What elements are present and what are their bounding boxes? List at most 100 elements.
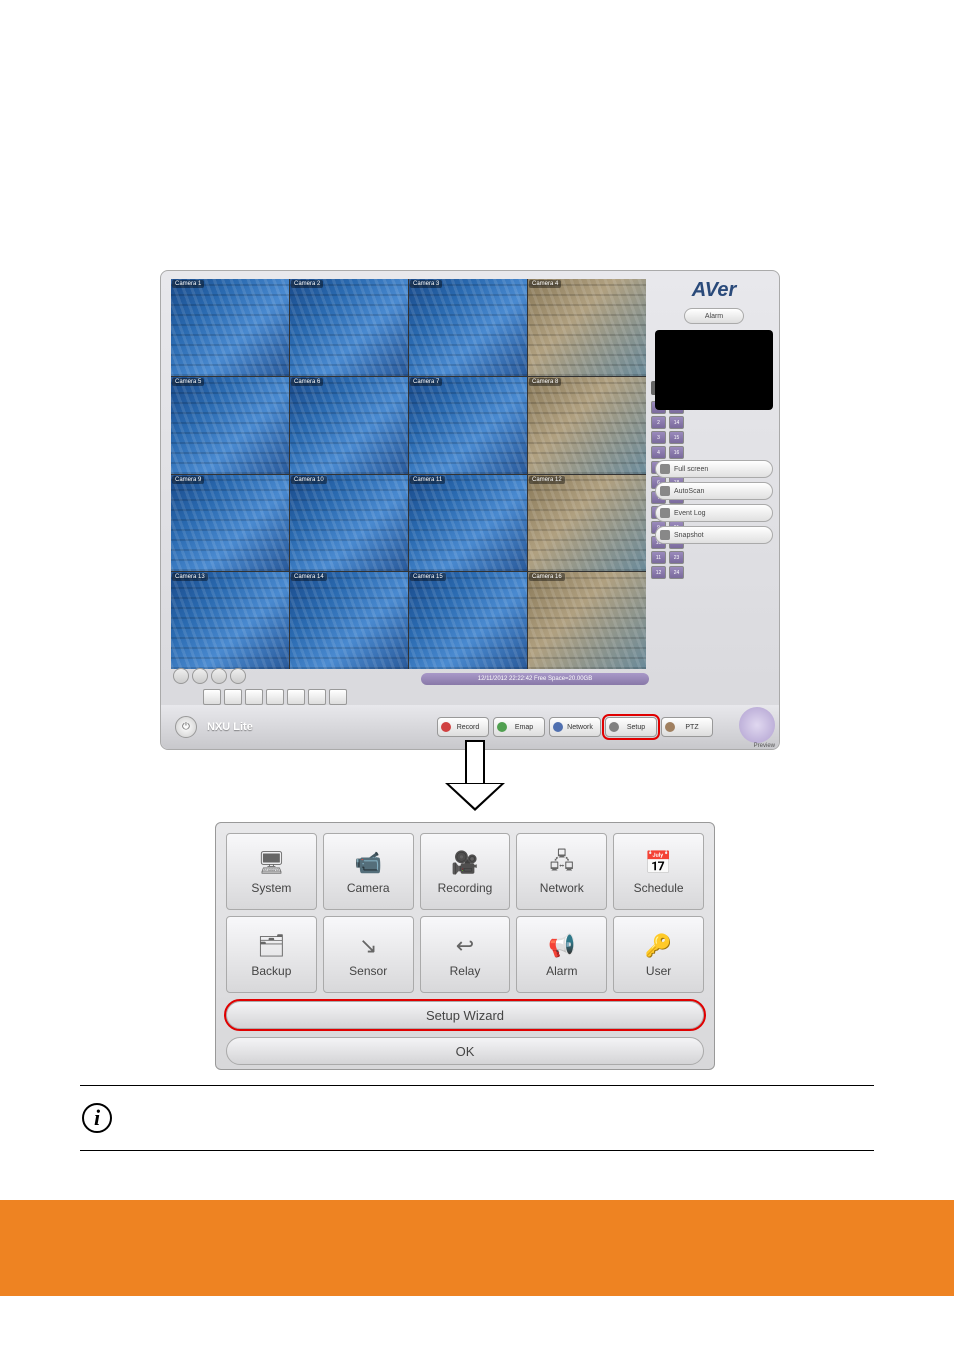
ok-button[interactable]: OK <box>226 1037 704 1065</box>
camera-label: Camera 1 <box>172 280 204 288</box>
camera-cell-1[interactable]: Camera 1 <box>171 279 289 376</box>
schedule-icon: 📅 <box>643 849 675 877</box>
relay-button[interactable]: ↩ Relay <box>420 916 511 993</box>
network-button[interactable]: 🖧Network <box>516 833 607 910</box>
user-icon: 🔑 <box>643 932 675 960</box>
snapshot-button[interactable]: Snapshot <box>655 526 773 544</box>
camera-label: Camera 12 <box>529 476 565 484</box>
button-label: Relay <box>450 964 481 978</box>
ptz-button[interactable]: PTZ <box>661 717 713 737</box>
camera-cell-2[interactable]: Camera 2 <box>290 279 408 376</box>
button-label: System <box>251 881 291 895</box>
channel-11-button[interactable]: 11 <box>651 551 666 564</box>
arrow-down-icon <box>445 740 505 810</box>
camera-button[interactable]: 📹Camera <box>323 833 414 910</box>
system-button[interactable]: 🖥System <box>226 833 317 910</box>
backup-icon: 🗂 <box>255 932 287 960</box>
camera-label: Camera 15 <box>410 573 446 581</box>
camera-cell-8[interactable]: Camera 8 <box>528 377 646 474</box>
app-sidebar: AAVerVer Alarm Full screen AutoScan Event … <box>655 279 773 544</box>
camera-label: Camera 10 <box>291 476 327 484</box>
sensor-icon: ↘ <box>352 932 384 960</box>
button-label: Recording <box>438 881 493 895</box>
product-name: NXU Lite <box>207 721 253 733</box>
record-button[interactable]: Record <box>437 717 489 737</box>
camera-cell-4[interactable]: Camera 4 <box>528 279 646 376</box>
button-label: Camera <box>347 881 390 895</box>
camera-label: Camera 4 <box>529 280 561 288</box>
schedule-button[interactable]: 📅Schedule <box>613 833 704 910</box>
camera-cell-15[interactable]: Camera 15 <box>409 572 527 669</box>
camera-grid: Camera 1 Camera 2 Camera 3 Camera 4 Camera 5… <box>171 279 646 669</box>
camera-cell-7[interactable]: Camera 7 <box>409 377 527 474</box>
nvr-app-window: Camera 1 Camera 2 Camera 3 Camera 4 Camera 5… <box>160 270 780 750</box>
camera-label: Camera 3 <box>410 280 442 288</box>
button-label: Alarm <box>546 964 577 978</box>
camera-label: Camera 16 <box>529 573 565 581</box>
tool-icons <box>173 668 246 684</box>
tool-icon-1[interactable] <box>173 668 189 684</box>
recording-button[interactable]: 🎥 Recording <box>420 833 511 910</box>
camera-cell-12[interactable]: Camera 12 <box>528 475 646 572</box>
layout-1x1-icon[interactable] <box>203 689 221 705</box>
tool-icon-3[interactable] <box>211 668 227 684</box>
button-label: User <box>646 964 671 978</box>
preview-label: Preview <box>719 743 775 749</box>
camera-label: Camera 11 <box>410 476 445 484</box>
channel-23-button[interactable]: 23 <box>669 551 684 564</box>
ptz-display <box>655 330 773 410</box>
channel-24-button[interactable]: 24 <box>669 566 684 579</box>
tool-icon-4[interactable] <box>230 668 246 684</box>
camera-cell-13[interactable]: Camera 13 <box>171 572 289 669</box>
sensor-button[interactable]: ↘ Sensor <box>323 916 414 993</box>
backup-button[interactable]: 🗂 Backup <box>226 916 317 993</box>
setup-button[interactable]: Setup <box>605 717 657 737</box>
event-log-button[interactable]: Event Log <box>655 504 773 522</box>
recording-icon: 🎥 <box>449 849 481 877</box>
network-button[interactable]: Network <box>549 717 601 737</box>
preview-badge[interactable]: Preview <box>719 707 775 747</box>
setup-dialog: 🖥System📹Camera 🎥 Recording 🖧Network📅Schedul… <box>215 822 715 1070</box>
alarm-button[interactable]: 📢Alarm <box>516 916 607 993</box>
camera-cell-14[interactable]: Camera 14 <box>290 572 408 669</box>
layout-2x2-icon[interactable] <box>224 689 242 705</box>
layout-4x4-icon[interactable] <box>266 689 284 705</box>
emap-button[interactable]: Emap <box>493 717 545 737</box>
power-button[interactable] <box>175 716 197 738</box>
camera-label: Camera 6 <box>291 378 323 386</box>
button-label: Network <box>540 881 584 895</box>
relay-icon: ↩ <box>449 932 481 960</box>
divider-1 <box>80 1085 874 1086</box>
setup-wizard-button[interactable]: Setup Wizard <box>226 1001 704 1029</box>
layout-7-icon[interactable] <box>329 689 347 705</box>
footer-band <box>0 1200 954 1296</box>
camera-label: Camera 7 <box>410 378 442 386</box>
channel-12-button[interactable]: 12 <box>651 566 666 579</box>
status-bar: 12/11/2012 22:22:42 Free Space=20.00GB <box>421 673 649 685</box>
camera-label: Camera 2 <box>291 280 323 288</box>
layout-6-icon[interactable] <box>308 689 326 705</box>
tool-icon-2[interactable] <box>192 668 208 684</box>
camera-cell-6[interactable]: Camera 6 <box>290 377 408 474</box>
layout-3x3-icon[interactable] <box>245 689 263 705</box>
camera-cell-16[interactable]: Camera 16 <box>528 572 646 669</box>
camera-cell-9[interactable]: Camera 9 <box>171 475 289 572</box>
camera-cell-5[interactable]: Camera 5 <box>171 377 289 474</box>
camera-label: Camera 5 <box>172 378 204 386</box>
alarm-button[interactable]: Alarm <box>684 308 744 324</box>
bottom-button-group: RecordEmapNetworkSetupPTZ <box>437 717 713 737</box>
autoscan-button[interactable]: AutoScan <box>655 482 773 500</box>
layout-5-icon[interactable] <box>287 689 305 705</box>
user-button[interactable]: 🔑 User <box>613 916 704 993</box>
button-label: Sensor <box>349 964 387 978</box>
camera-cell-10[interactable]: Camera 10 <box>290 475 408 572</box>
preview-icon <box>739 707 775 743</box>
divider-2 <box>80 1150 874 1151</box>
camera-cell-3[interactable]: Camera 3 <box>409 279 527 376</box>
logo: AAVerVer <box>655 279 773 302</box>
full-screen-button[interactable]: Full screen <box>655 460 773 478</box>
button-label: Backup <box>251 964 291 978</box>
camera-cell-11[interactable]: Camera 11 <box>409 475 527 572</box>
camera-label: Camera 9 <box>172 476 204 484</box>
camera-label: Camera 13 <box>172 573 208 581</box>
